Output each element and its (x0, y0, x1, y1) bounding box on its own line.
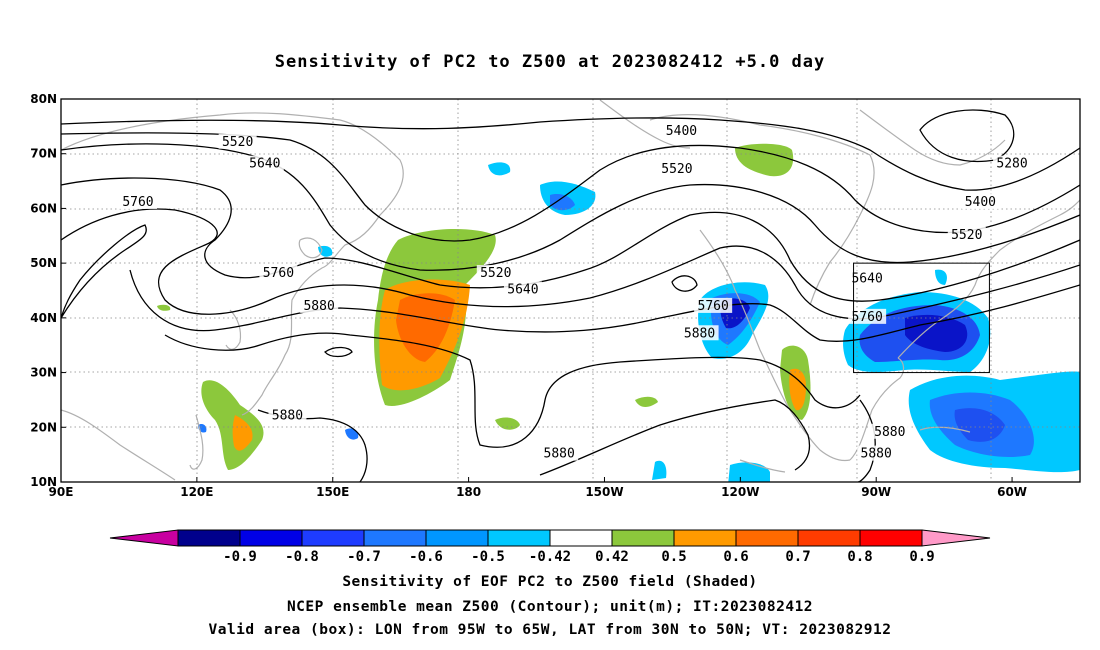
lon-tick-label: 60W (997, 485, 1027, 499)
contour-label-bg (848, 270, 887, 286)
colorbar-extend-high (921, 529, 991, 547)
contour-label: 5280 (996, 157, 1027, 172)
colorbar-label: -0.7 (347, 549, 381, 565)
contour-label: 5880 (303, 299, 334, 314)
contour-label: 5760 (122, 195, 153, 210)
contour-label-bg (662, 122, 701, 138)
contour-label-bg (476, 265, 515, 281)
contour-label-bg (857, 445, 896, 461)
contour-label: 5520 (222, 135, 253, 150)
contour-label: 5880 (861, 447, 892, 462)
lon-tick-label: 90W (861, 485, 891, 499)
lat-tick-label: 50N (30, 256, 57, 270)
positive-sensitivity-shading (157, 143, 811, 470)
colorbar-label: -0.8 (285, 549, 319, 565)
colorbar-segment (611, 529, 675, 547)
contour-label-bg (300, 297, 339, 313)
contour-label-bg (218, 133, 257, 149)
lat-tick-label: 20N (30, 420, 57, 434)
contour-label-bg (848, 308, 887, 324)
contour-label-bg (268, 407, 307, 423)
lat-tick-label: 60N (30, 201, 57, 215)
lon-tick-label: 150W (585, 485, 623, 499)
contour-label: 5640 (851, 272, 882, 287)
lat-tick-label: 70N (30, 147, 57, 161)
colorbar-label: -0.9 (223, 549, 257, 565)
colorbar-label: 0.7 (785, 549, 810, 565)
contour-label: 5640 (507, 283, 538, 298)
colorbar-segment (549, 529, 613, 547)
contour-label: 5640 (249, 157, 280, 172)
contour-label-bg (680, 325, 719, 341)
contour-label-bg (503, 281, 542, 297)
contour-label: 5760 (263, 266, 294, 281)
map-title: Sensitivity of PC2 to Z500 at 2023082412… (274, 52, 826, 72)
contour-labels: 5520 5640 5760 5760 5880 5880 5520 5640 5400 5520… (118, 122, 1032, 462)
contour-label: 5520 (951, 228, 982, 243)
lat-tick-label: 80N (30, 92, 57, 106)
contour-label: 5760 (698, 299, 729, 314)
colorbar-segment (487, 529, 551, 547)
colorbar-label: 0.5 (661, 549, 686, 565)
colorbar-label: 0.42 (595, 549, 629, 565)
colorbar-label: -0.5 (471, 549, 505, 565)
contour-label-bg (118, 193, 157, 209)
contour-label-bg (947, 226, 986, 242)
lon-tick-label: 150E (316, 485, 349, 499)
contour-label-bg (694, 297, 733, 313)
contour-label-bg (540, 445, 579, 461)
contour-label: 5880 (544, 447, 575, 462)
caption-line-2: NCEP ensemble mean Z500 (Contour); unit(… (286, 599, 814, 615)
colorbar-label: 0.9 (909, 549, 934, 565)
longitude-axis: 90E 120E 150E 180 150W 120W 90W 60W (49, 477, 1027, 499)
colorbar: -0.9 -0.8 -0.7 -0.6 -0.5 -0.42 0.42 0.5 0.6 0.7 0.… (109, 529, 991, 565)
contour-label-bg (245, 155, 284, 171)
lat-tick-label: 40N (30, 311, 57, 325)
contour-label: 5880 (272, 408, 303, 423)
valid-area-box (853, 262, 990, 374)
colorbar-segment (735, 529, 799, 547)
caption-line-1: Sensitivity of EOF PC2 to Z500 field (Sh… (342, 574, 758, 590)
lon-tick-label: 120W (721, 485, 759, 499)
colorbar-label: -0.42 (529, 549, 571, 565)
contour-label: 5400 (965, 195, 996, 210)
contour-label: 5520 (661, 162, 692, 177)
colorbar-segment (673, 529, 737, 547)
contour-label-bg (259, 265, 298, 281)
lat-tick-label: 30N (30, 366, 57, 380)
contour-label-bg (993, 155, 1032, 171)
contour-label: 5400 (666, 124, 697, 139)
contour-label: 5880 (874, 425, 905, 440)
contour-label: 5520 (480, 266, 511, 281)
contour-label-bg (870, 423, 909, 439)
colorbar-segment (177, 529, 241, 547)
colorbar-segment (797, 529, 861, 547)
latitude-axis: 80N 70N 60N 50N 40N 30N 20N 10N (30, 92, 66, 489)
colorbar-label: -0.6 (409, 549, 443, 565)
lat-tick-label: 10N (30, 475, 57, 489)
plot-frame (60, 98, 1081, 483)
colorbar-segment (301, 529, 365, 547)
lon-tick-label: 120E (180, 485, 213, 499)
contour-label-bg (657, 161, 696, 177)
contour-label-bg (961, 193, 1000, 209)
lon-tick-label: 180 (456, 485, 481, 499)
negative-sensitivity-shading (198, 162, 1080, 482)
colorbar-label: 0.6 (723, 549, 748, 565)
caption-line-3: Valid area (box): LON from 95W to 65W, L… (208, 622, 892, 638)
lon-tick-label: 90E (49, 485, 74, 499)
colorbar-segment (425, 529, 489, 547)
colorbar-segment (859, 529, 923, 547)
contour-label: 5760 (851, 310, 882, 325)
colorbar-extend-low (109, 529, 179, 547)
colorbar-segment (363, 529, 427, 547)
contour-label: 5880 (684, 326, 715, 341)
colorbar-segment (239, 529, 303, 547)
colorbar-label: 0.8 (847, 549, 872, 565)
